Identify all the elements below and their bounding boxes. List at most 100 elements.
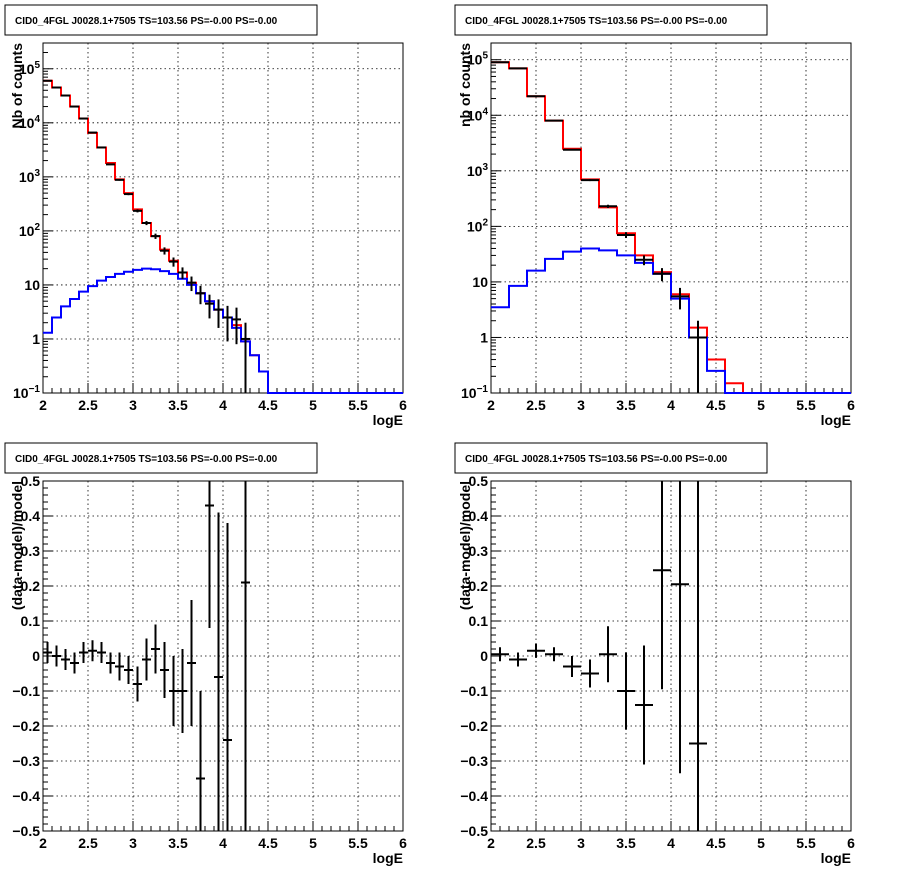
y-tick-label: 0.4 [469, 508, 489, 524]
x-tick-label: 5 [757, 835, 765, 851]
series-component-histogram [491, 247, 851, 394]
y-tick-label: 0 [480, 648, 488, 664]
x-tick-label: 3 [577, 397, 585, 413]
x-tick-label: 4.5 [706, 397, 726, 413]
x-tick-label: 5 [309, 397, 317, 413]
y-tick-base: 10 [467, 218, 483, 234]
chart-title: CID0_4FGL J0028.1+7505 TS=103.56 PS=-0.0… [15, 454, 278, 465]
y-tick-label: 10 [24, 277, 40, 293]
x-axis-label: logE [821, 412, 851, 428]
y-tick-label: 102 [19, 222, 41, 239]
y-tick-base: 10 [461, 385, 477, 401]
chart-title-box [4, 442, 318, 474]
x-tick-label: 2 [487, 397, 495, 413]
y-tick-label: 103 [19, 168, 41, 185]
chart-title: CID0_4FGL J0028.1+7505 TS=103.56 PS=-0.0… [465, 16, 728, 27]
y-axis-label: (data-model)/model [9, 481, 25, 610]
x-tick-label: 6 [847, 835, 855, 851]
x-axis-label: logE [373, 412, 403, 428]
y-tick-label: 0.2 [21, 578, 41, 594]
y-axis-label: Nb of counts [9, 43, 25, 129]
x-tick-label: 3 [577, 835, 585, 851]
x-tick-label: 4.5 [258, 835, 278, 851]
y-tick-exponent: 3 [34, 168, 40, 179]
x-tick-label: 4.5 [706, 835, 726, 851]
y-tick-base: 10 [467, 52, 483, 68]
y-tick-label: 10−1 [461, 384, 488, 401]
y-tick-base: 10 [467, 107, 483, 123]
x-tick-label: 2 [39, 835, 47, 851]
y-tick-label: 104 [467, 106, 489, 123]
y-tick-label: 0.3 [21, 543, 41, 559]
y-tick-label: −0.1 [460, 683, 488, 699]
y-tick-label: −0.4 [460, 788, 488, 804]
y-tick-base: 10 [13, 385, 29, 401]
y-tick-label: 103 [467, 162, 489, 179]
x-tick-label: 2.5 [78, 835, 98, 851]
y-tick-label: −0.2 [460, 718, 488, 734]
y-tick-exponent: 4 [34, 114, 40, 125]
chart-title: CID0_4FGL J0028.1+7505 TS=103.56 PS=-0.0… [15, 16, 278, 27]
x-tick-label: 2.5 [78, 397, 98, 413]
y-tick-label: 0.5 [21, 473, 41, 489]
y-tick-label: 0.2 [469, 578, 489, 594]
x-tick-label: 2.5 [526, 835, 546, 851]
x-tick-label: 4.5 [258, 397, 278, 413]
y-tick-exponent: 2 [482, 217, 488, 228]
y-tick-exponent: 5 [482, 51, 488, 62]
y-tick-label: −0.4 [12, 788, 40, 804]
y-tick-label: −0.3 [460, 753, 488, 769]
x-tick-label: 6 [847, 397, 855, 413]
y-tick-label: 1 [480, 329, 488, 345]
y-tick-label: 10−1 [13, 384, 40, 401]
y-axis-label: nb of counts [457, 43, 473, 127]
x-tick-label: 4 [219, 835, 227, 851]
x-tick-label: 5.5 [796, 397, 816, 413]
x-tick-label: 5 [309, 835, 317, 851]
y-tick-label: 104 [19, 114, 41, 131]
y-tick-label: 102 [467, 217, 489, 234]
y-tick-label: 105 [467, 51, 489, 68]
y-tick-label: 0.1 [21, 613, 41, 629]
x-tick-label: 3 [129, 397, 137, 413]
x-tick-label: 5.5 [348, 835, 368, 851]
y-tick-label: 0.5 [469, 473, 489, 489]
x-tick-label: 2 [487, 835, 495, 851]
chart-panel-bottom-right: CID0_4FGL J0028.1+7505 TS=103.56 PS=-0.0… [454, 442, 855, 866]
y-tick-label: 0 [32, 648, 40, 664]
y-tick-base: 10 [19, 223, 35, 239]
y-tick-label: 10 [472, 274, 488, 290]
y-tick-exponent: −1 [477, 384, 489, 395]
x-tick-label: 2 [39, 397, 47, 413]
x-tick-label: 2.5 [526, 397, 546, 413]
x-tick-label: 5.5 [796, 835, 816, 851]
y-tick-exponent: 4 [482, 106, 488, 117]
y-tick-label: −0.3 [12, 753, 40, 769]
x-axis-label: logE [821, 850, 851, 866]
y-tick-exponent: 3 [482, 162, 488, 173]
x-tick-label: 5 [757, 397, 765, 413]
x-tick-label: 3.5 [616, 397, 636, 413]
y-tick-base: 10 [467, 163, 483, 179]
x-axis-label: logE [373, 850, 403, 866]
y-tick-base: 10 [19, 115, 35, 131]
chart-panel-top-left: CID0_4FGL J0028.1+7505 TS=103.56 PS=-0.0… [4, 4, 407, 428]
y-tick-label: 105 [19, 60, 41, 77]
chart-panel-top-right: CID0_4FGL J0028.1+7505 TS=103.56 PS=-0.0… [454, 4, 855, 428]
chart-title-box [4, 4, 318, 36]
y-tick-label: 1 [32, 331, 40, 347]
y-tick-exponent: −1 [29, 384, 41, 395]
x-tick-label: 4 [667, 835, 675, 851]
x-tick-label: 4 [667, 397, 675, 413]
y-tick-label: −0.2 [12, 718, 40, 734]
x-tick-label: 3.5 [616, 835, 636, 851]
y-tick-label: 0.1 [469, 613, 489, 629]
x-tick-label: 5.5 [348, 397, 368, 413]
y-tick-label: 0.4 [21, 508, 41, 524]
chart-title-box [454, 4, 768, 36]
y-tick-exponent: 2 [34, 222, 40, 233]
y-tick-label: −0.1 [12, 683, 40, 699]
x-tick-label: 3.5 [168, 397, 188, 413]
y-tick-exponent: 5 [34, 60, 40, 71]
